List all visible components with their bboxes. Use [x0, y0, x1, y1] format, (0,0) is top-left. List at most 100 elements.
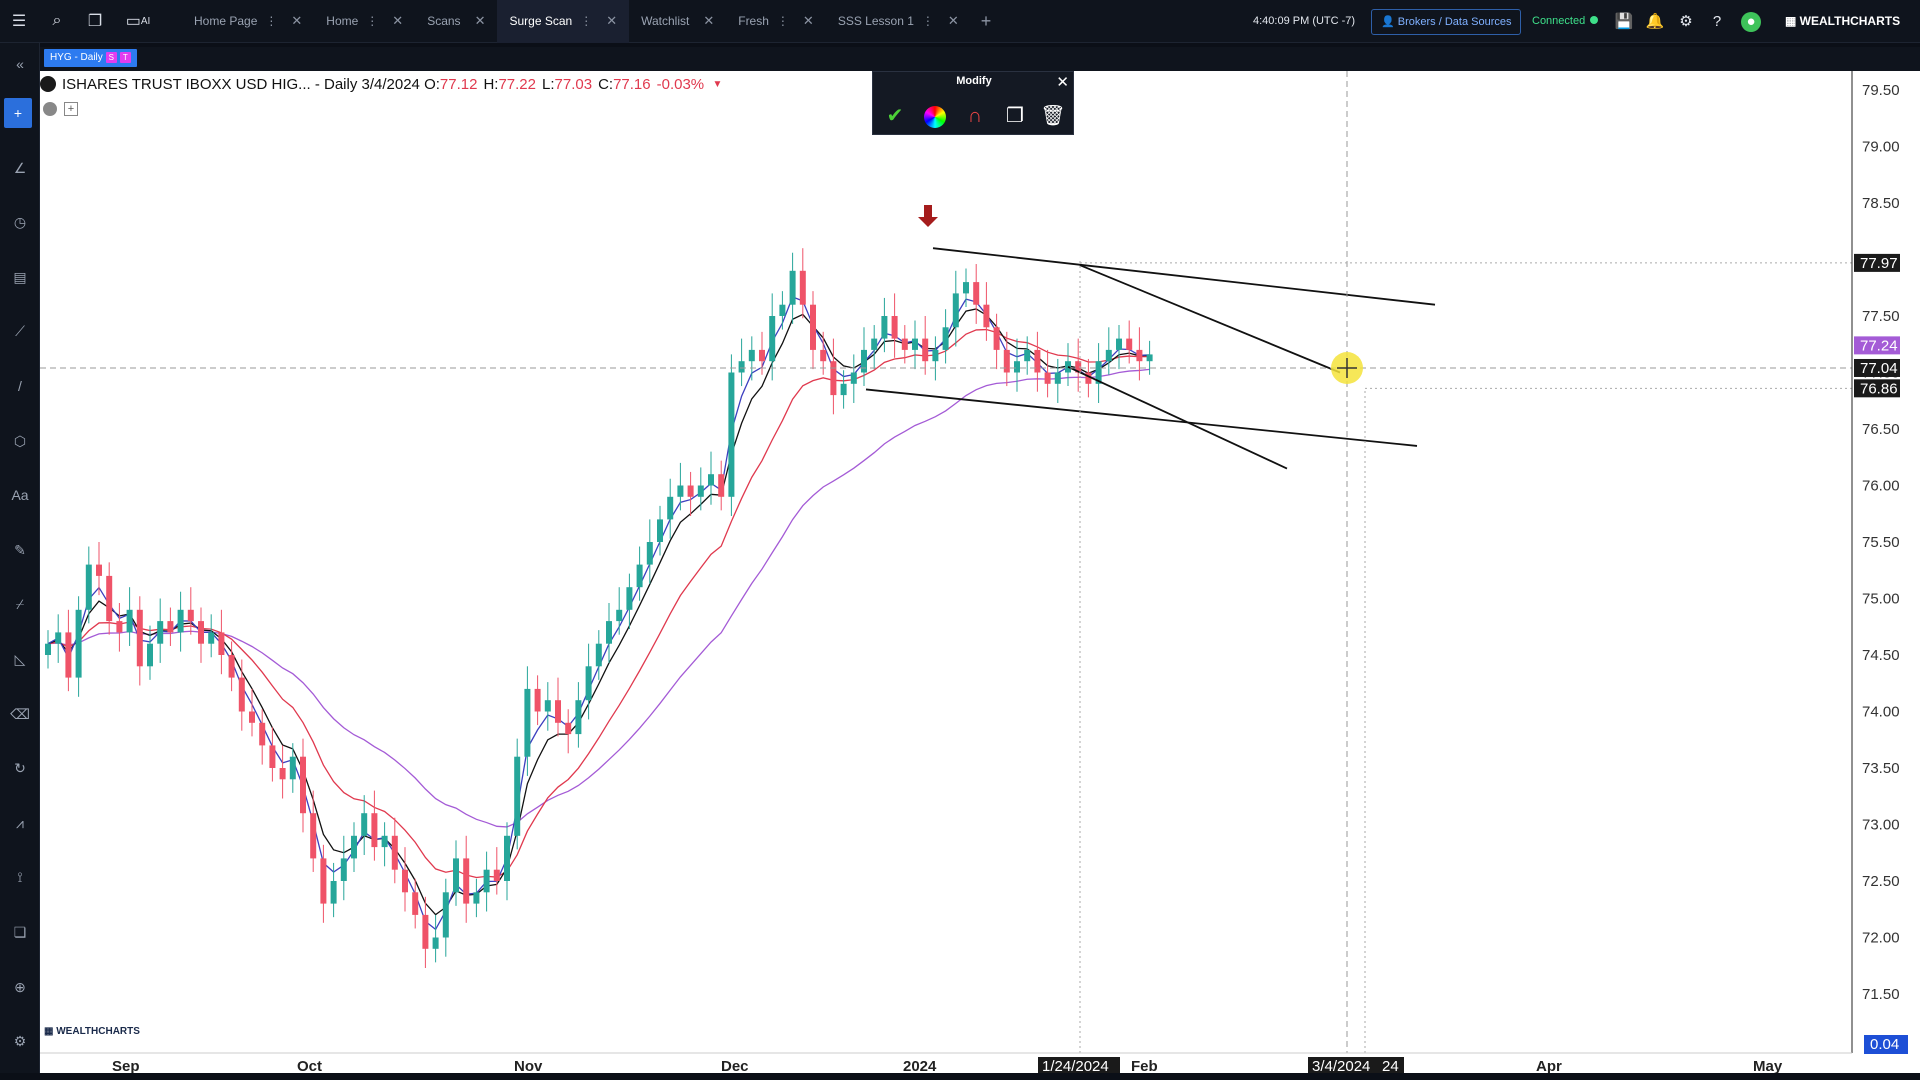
candle-body [136, 609, 143, 667]
bell-icon[interactable]: 🔔 [1645, 13, 1665, 30]
candle-body [779, 304, 786, 316]
tab-label: Home Page [194, 14, 258, 28]
search-icon[interactable]: ⌕ [52, 12, 62, 29]
candle-body [973, 282, 980, 305]
tab-close-icon[interactable]: ✕ [392, 13, 404, 28]
brokers-button[interactable]: 👤 Brokers / Data Sources [1371, 9, 1522, 35]
collapse-icon[interactable]: « [16, 56, 24, 72]
tab-fresh[interactable]: Fresh ⋮ ✕ [726, 0, 826, 43]
calendar-icon[interactable]: ▤ [13, 269, 27, 285]
tab-surge-scan[interactable]: Surge Scan ⋮ ✕ [497, 0, 630, 43]
ema-purple-line [47, 368, 1150, 828]
x-axis-label: Dec [721, 1058, 749, 1073]
tab-menu-icon[interactable]: ⋮ [921, 14, 934, 28]
target-icon[interactable]: ⊕ [14, 979, 26, 995]
tab-menu-icon[interactable]: ⋮ [265, 14, 278, 28]
replay-icon[interactable]: ↻ [14, 760, 26, 776]
candle-body [932, 349, 939, 362]
add-tab-button[interactable]: + [980, 10, 992, 31]
tab-close-icon[interactable]: ✕ [703, 13, 715, 28]
candle-body [850, 372, 857, 384]
price-tag-label: 77.04 [1860, 360, 1898, 377]
help-icon[interactable]: ? [1712, 13, 1722, 30]
color-wheel-icon[interactable] [921, 102, 949, 130]
tab-home-page[interactable]: Home Page ⋮ ✕ [182, 0, 314, 43]
tab-watchlist[interactable]: Watchlist ✕ [629, 0, 726, 43]
x-axis-label: May [1753, 1058, 1783, 1073]
layers-icon[interactable]: ❏ [13, 924, 27, 940]
trash-icon[interactable]: 🗑 [1040, 105, 1066, 127]
tab-home[interactable]: Home ⋮ ✕ [314, 0, 415, 43]
tab-sss-lesson-1[interactable]: SSS Lesson 1 ⋮ ✕ [826, 0, 971, 43]
legend-name: ISHARES TRUST IBOXX USD HIG... - Daily 3… [62, 75, 420, 93]
candle-body [963, 282, 969, 294]
check-icon[interactable]: ✔ [886, 105, 904, 127]
candle-body [789, 270, 796, 305]
ai-monitor-icon[interactable]: ▭ AI [125, 13, 151, 30]
gear-icon[interactable]: ⚙ [1679, 13, 1693, 30]
candle-body [75, 609, 82, 678]
tab-menu-icon[interactable]: ⋮ [580, 14, 593, 28]
location-icon[interactable]: ● [1741, 12, 1761, 32]
indicator-icon[interactable]: ∠ [13, 160, 27, 176]
candle-body [1095, 361, 1102, 384]
windows-icon[interactable]: ❐ [87, 13, 103, 30]
shape-tool-icon[interactable]: ⬡ [13, 433, 27, 449]
close-icon[interactable]: ✕ [1056, 74, 1069, 91]
brand-logo: ▦ WEALTHCHARTS [1785, 14, 1901, 28]
tab-close-icon[interactable]: ✕ [474, 13, 486, 28]
tab-close-icon[interactable]: ✕ [802, 13, 814, 28]
symbol-tab[interactable]: HYG - Daily S T [44, 49, 137, 67]
x-axis-label: Sep [112, 1058, 140, 1073]
tab-close-icon[interactable]: ✕ [947, 13, 959, 28]
candle-body [198, 621, 204, 644]
pencil-icon[interactable]: ✎ [14, 542, 26, 558]
candle-body [708, 474, 714, 486]
ai-label: AI [140, 15, 151, 27]
add-indicator-icon[interactable]: + [64, 102, 78, 116]
price-chart[interactable]: 79.5079.0078.5077.5077.0076.5076.0075.50… [40, 71, 1920, 1073]
candle-body [300, 756, 306, 814]
price-tag-label: 76.86 [1860, 380, 1898, 397]
tab-menu-icon[interactable]: ⋮ [776, 14, 789, 28]
caret-down-icon[interactable]: ▼ [712, 78, 723, 90]
settings-icon[interactable]: ⚙ [13, 1033, 27, 1049]
x-axis-label: Apr [1536, 1058, 1562, 1073]
trendline[interactable] [1067, 366, 1288, 470]
visibility-icon[interactable] [43, 102, 57, 116]
save-icon[interactable]: 💾 [1614, 13, 1634, 30]
tab-label: Watchlist [641, 14, 690, 28]
chart-area[interactable]: 79.5079.0078.5077.5077.0076.5076.0075.50… [40, 71, 1920, 1073]
trendline[interactable] [932, 247, 1436, 306]
chart-type-icon[interactable]: ⩘ [16, 815, 24, 831]
ruler-icon[interactable]: ⌿ [15, 596, 25, 612]
tab-scans[interactable]: Scans ✕ [415, 0, 497, 43]
date-marker [1038, 1057, 1120, 1073]
candle-body [748, 349, 755, 362]
copy-icon[interactable]: ❐ [1006, 105, 1024, 127]
x-axis-label: Feb [1131, 1058, 1158, 1073]
tab-label: Home [326, 14, 359, 28]
line-tool-icon[interactable]: / [18, 378, 22, 394]
eraser-icon[interactable]: ⌫ [10, 706, 30, 722]
tab-close-icon[interactable]: ✕ [606, 13, 618, 28]
menu-icon[interactable]: ☰ [11, 13, 27, 30]
brand-label: WEALTHCHARTS [1799, 14, 1901, 28]
crosshair-icon[interactable]: + [4, 98, 32, 128]
candle-body [606, 621, 612, 644]
trendline[interactable] [1079, 264, 1341, 374]
trend-icon[interactable]: ⟋ [15, 323, 25, 339]
candle-body [177, 609, 184, 633]
text-tool-icon[interactable]: Aa [11, 487, 29, 503]
trendline[interactable] [865, 388, 1418, 447]
y-tick-label: 76.00 [1862, 478, 1900, 495]
tab-close-icon[interactable]: ✕ [291, 13, 303, 28]
measure-icon[interactable]: ◺ [14, 651, 26, 667]
candle-body [1054, 372, 1061, 384]
candle-body [504, 835, 510, 881]
candle-body [820, 349, 827, 362]
clock-icon[interactable]: ◷ [13, 214, 27, 230]
tab-menu-icon[interactable]: ⋮ [366, 14, 379, 28]
magnet-icon[interactable]: ∩ [967, 105, 983, 127]
pattern-icon[interactable]: ⟟ [17, 869, 23, 885]
